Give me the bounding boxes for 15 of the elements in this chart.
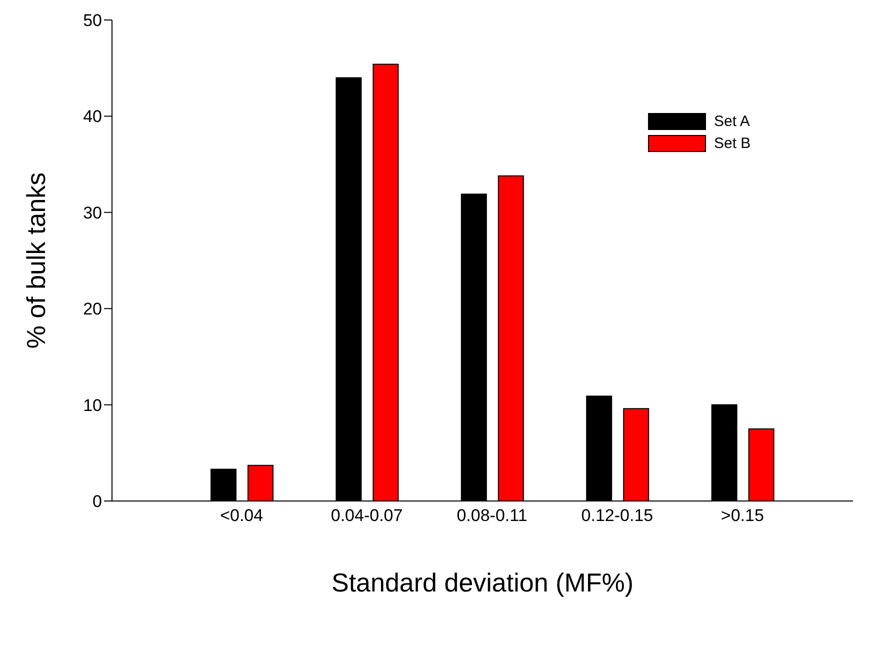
y-axis-title: % of bulk tanks <box>21 172 52 349</box>
y-tick-label: 20 <box>83 300 102 319</box>
x-tick-label: <0.04 <box>220 506 264 526</box>
x-axis-title: Standard deviation (MF%) <box>331 567 634 598</box>
x-tick-label: >0.15 <box>720 506 764 526</box>
x-tick-label: 0.08-0.11 <box>456 506 528 526</box>
legend-label: Set B <box>714 134 751 152</box>
y-tick-label: 50 <box>83 11 102 30</box>
y-tick-label: 0 <box>92 492 102 512</box>
x-tick-label: 0.12-0.15 <box>581 506 654 526</box>
x-tick-label: 0.04-0.07 <box>330 506 403 526</box>
y-tick-label: 30 <box>83 203 102 222</box>
y-tick-label: 10 <box>83 396 102 415</box>
legend-label: Set A <box>714 112 750 130</box>
y-tick-label: 40 <box>83 107 102 126</box>
